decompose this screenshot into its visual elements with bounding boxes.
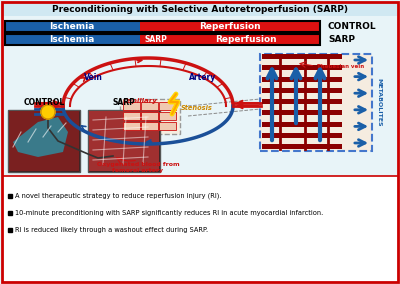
Bar xyxy=(140,21,320,32)
Text: Ischemia: Ischemia xyxy=(49,35,95,44)
Bar xyxy=(5,34,140,45)
Text: SARP: SARP xyxy=(328,35,355,44)
Bar xyxy=(140,34,172,45)
Text: CONTROL: CONTROL xyxy=(23,98,65,107)
Text: Reperfusion: Reperfusion xyxy=(215,35,277,44)
Bar xyxy=(159,102,176,110)
Text: Oxygenated blood from
femoral artery: Oxygenated blood from femoral artery xyxy=(97,162,179,173)
Bar xyxy=(262,122,342,126)
Bar xyxy=(89,111,159,171)
Bar xyxy=(262,110,342,115)
Text: SARP: SARP xyxy=(112,98,136,107)
Bar xyxy=(262,99,342,104)
Bar xyxy=(262,54,342,59)
Text: SARP: SARP xyxy=(144,35,168,44)
Bar xyxy=(262,144,342,149)
Text: Capillary: Capillary xyxy=(122,98,158,104)
Bar xyxy=(159,112,176,120)
Text: Reperfusion: Reperfusion xyxy=(199,22,261,31)
Text: Artery: Artery xyxy=(189,74,217,82)
Bar xyxy=(141,112,158,120)
Polygon shape xyxy=(13,117,68,157)
Text: Vein: Vein xyxy=(84,74,102,82)
Bar xyxy=(123,102,140,110)
Bar xyxy=(141,122,158,130)
Bar xyxy=(8,110,80,172)
Text: METABOLITES: METABOLITES xyxy=(376,78,381,127)
Bar xyxy=(5,34,320,45)
Bar xyxy=(262,65,342,70)
Text: 10-minute preconditioning with SARP significantly reduces RI in acute myocardial: 10-minute preconditioning with SARP sign… xyxy=(15,210,323,216)
Bar xyxy=(123,122,140,130)
Bar xyxy=(262,76,342,82)
Text: Ischemia: Ischemia xyxy=(49,22,95,31)
Bar xyxy=(262,88,342,93)
Text: CONTROL: CONTROL xyxy=(328,22,377,31)
Bar xyxy=(172,34,320,45)
Bar xyxy=(88,110,160,172)
Bar xyxy=(123,112,140,120)
Bar xyxy=(5,21,320,32)
Text: A novel therapeutic strategy to reduce reperfusion injury (RI).: A novel therapeutic strategy to reduce r… xyxy=(15,193,222,199)
Bar xyxy=(3,3,397,16)
Text: RI is reduced likely through a washout effect during SARP.: RI is reduced likely through a washout e… xyxy=(15,227,208,233)
Text: Stenosis: Stenosis xyxy=(181,105,213,111)
Bar xyxy=(3,176,397,281)
Bar xyxy=(5,21,140,32)
Text: Preconditioning with Selective Autoretroperfusion (SARP): Preconditioning with Selective Autoretro… xyxy=(52,5,348,14)
Circle shape xyxy=(41,105,55,119)
Bar xyxy=(120,99,180,134)
Bar xyxy=(262,133,342,138)
Bar xyxy=(9,111,79,171)
Bar xyxy=(159,122,176,130)
Bar xyxy=(260,54,372,151)
Text: Thebesian vein: Thebesian vein xyxy=(317,64,364,68)
Bar xyxy=(141,102,158,110)
